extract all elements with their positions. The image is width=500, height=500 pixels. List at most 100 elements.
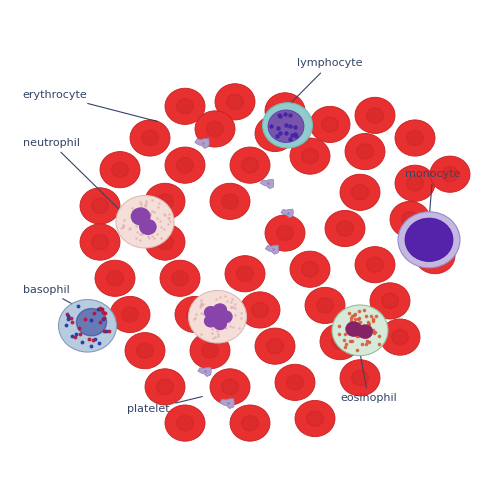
Circle shape bbox=[76, 308, 106, 336]
Polygon shape bbox=[194, 138, 210, 148]
Text: COMPOSITION OF BLOOD: COMPOSITION OF BLOOD bbox=[83, 12, 417, 36]
Text: lymphocyte: lymphocyte bbox=[290, 58, 363, 104]
Circle shape bbox=[332, 334, 348, 349]
Circle shape bbox=[116, 196, 174, 248]
Circle shape bbox=[132, 208, 150, 225]
Polygon shape bbox=[266, 245, 279, 254]
Circle shape bbox=[340, 174, 380, 210]
Circle shape bbox=[265, 215, 305, 251]
Circle shape bbox=[265, 93, 305, 129]
Circle shape bbox=[302, 262, 318, 277]
Circle shape bbox=[145, 183, 185, 220]
Circle shape bbox=[266, 338, 283, 354]
Circle shape bbox=[426, 248, 444, 264]
Circle shape bbox=[202, 343, 218, 358]
Text: eosinophil: eosinophil bbox=[340, 356, 397, 403]
Circle shape bbox=[352, 184, 368, 200]
Circle shape bbox=[275, 364, 315, 401]
Circle shape bbox=[340, 360, 380, 396]
Circle shape bbox=[176, 158, 194, 173]
Circle shape bbox=[415, 238, 455, 274]
Circle shape bbox=[442, 166, 458, 182]
Circle shape bbox=[332, 305, 388, 356]
Circle shape bbox=[160, 260, 200, 296]
Circle shape bbox=[355, 246, 395, 283]
Circle shape bbox=[295, 400, 335, 436]
Circle shape bbox=[204, 306, 218, 318]
Circle shape bbox=[195, 111, 235, 147]
Circle shape bbox=[206, 122, 224, 136]
Circle shape bbox=[392, 330, 408, 344]
Circle shape bbox=[255, 116, 295, 152]
Circle shape bbox=[165, 405, 205, 441]
Circle shape bbox=[356, 144, 374, 159]
Circle shape bbox=[276, 103, 293, 118]
Circle shape bbox=[58, 300, 116, 352]
Circle shape bbox=[355, 98, 395, 134]
Circle shape bbox=[80, 188, 120, 224]
Circle shape bbox=[140, 220, 156, 234]
Circle shape bbox=[176, 416, 194, 430]
Circle shape bbox=[215, 84, 255, 120]
Circle shape bbox=[302, 148, 318, 164]
Circle shape bbox=[252, 302, 268, 318]
Circle shape bbox=[142, 130, 158, 146]
Circle shape bbox=[210, 369, 250, 405]
Circle shape bbox=[390, 202, 430, 237]
Circle shape bbox=[80, 224, 120, 260]
Circle shape bbox=[370, 283, 410, 319]
Circle shape bbox=[110, 296, 150, 332]
Circle shape bbox=[92, 234, 108, 250]
Text: platelet: platelet bbox=[128, 396, 202, 414]
Circle shape bbox=[306, 411, 324, 426]
Circle shape bbox=[380, 319, 420, 355]
Circle shape bbox=[406, 130, 424, 146]
Circle shape bbox=[352, 370, 368, 386]
Polygon shape bbox=[260, 180, 274, 188]
Circle shape bbox=[366, 257, 384, 272]
Circle shape bbox=[176, 98, 194, 114]
Circle shape bbox=[130, 120, 170, 156]
Circle shape bbox=[136, 343, 154, 358]
Circle shape bbox=[316, 298, 334, 313]
Circle shape bbox=[100, 152, 140, 188]
Circle shape bbox=[95, 260, 135, 296]
Polygon shape bbox=[220, 398, 234, 408]
Circle shape bbox=[325, 210, 365, 246]
Circle shape bbox=[140, 218, 148, 226]
Circle shape bbox=[190, 332, 230, 369]
Circle shape bbox=[382, 294, 398, 308]
Circle shape bbox=[156, 234, 174, 250]
Circle shape bbox=[320, 324, 360, 360]
Circle shape bbox=[156, 194, 174, 209]
Polygon shape bbox=[281, 209, 293, 218]
Circle shape bbox=[430, 156, 470, 192]
Circle shape bbox=[214, 318, 226, 330]
Circle shape bbox=[268, 110, 304, 142]
Circle shape bbox=[165, 147, 205, 183]
Text: erythrocyte: erythrocyte bbox=[22, 90, 158, 122]
Circle shape bbox=[204, 316, 218, 327]
Circle shape bbox=[286, 374, 304, 390]
Circle shape bbox=[402, 212, 418, 227]
Circle shape bbox=[366, 108, 384, 123]
Circle shape bbox=[240, 292, 280, 328]
Circle shape bbox=[222, 194, 238, 209]
Circle shape bbox=[242, 158, 258, 173]
Circle shape bbox=[213, 313, 222, 320]
Circle shape bbox=[175, 296, 215, 332]
Circle shape bbox=[106, 270, 124, 286]
Circle shape bbox=[346, 322, 362, 336]
Circle shape bbox=[358, 325, 372, 338]
Circle shape bbox=[172, 270, 188, 286]
Polygon shape bbox=[198, 367, 211, 376]
Text: monocyte: monocyte bbox=[405, 169, 460, 218]
Text: neutrophil: neutrophil bbox=[22, 138, 120, 210]
Circle shape bbox=[156, 380, 174, 394]
Circle shape bbox=[322, 117, 338, 132]
Circle shape bbox=[276, 226, 293, 240]
Circle shape bbox=[222, 380, 238, 394]
Circle shape bbox=[345, 134, 385, 170]
Circle shape bbox=[112, 162, 128, 178]
Circle shape bbox=[242, 416, 258, 430]
